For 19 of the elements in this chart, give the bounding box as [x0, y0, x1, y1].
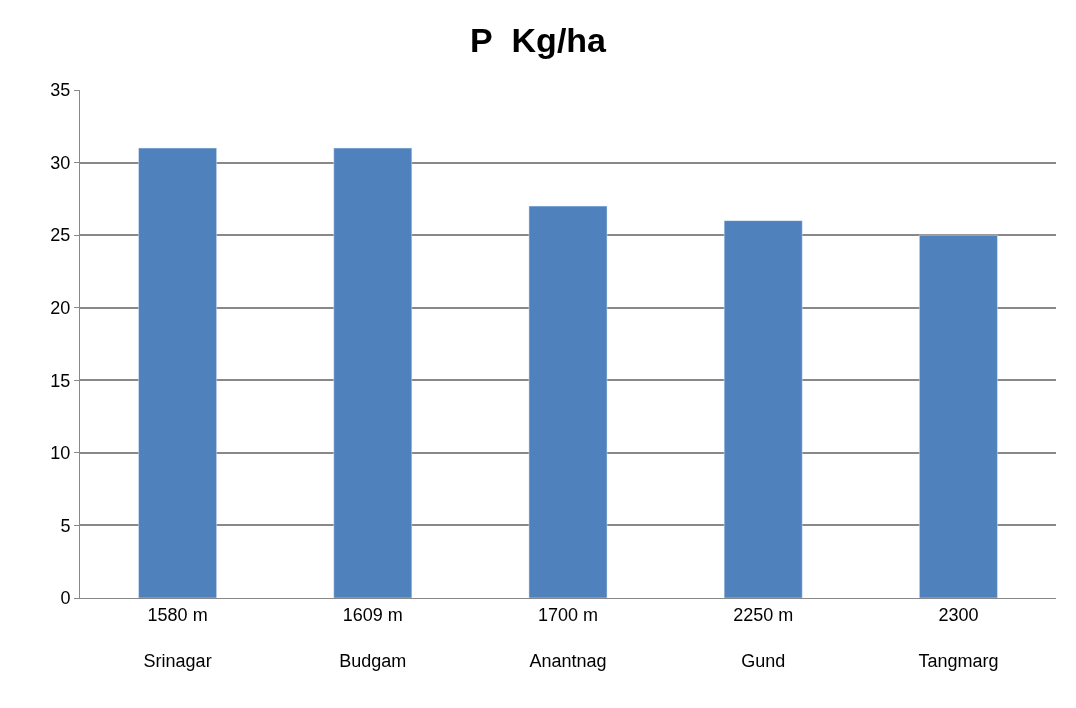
category-label: 1609 m Budgam — [339, 604, 407, 672]
y-tick-label: 0 — [60, 588, 71, 609]
bar — [138, 147, 217, 598]
category-label: 2300 Tangmarg — [918, 604, 999, 672]
bar — [723, 220, 803, 598]
bar — [333, 147, 413, 598]
y-tick-label: 30 — [50, 152, 71, 173]
category-label: 1700 m Anantnag — [529, 604, 607, 672]
y-tick-label: 35 — [50, 80, 71, 101]
y-tick-label: 10 — [50, 443, 71, 464]
bar — [919, 234, 998, 598]
y-tick-label: 15 — [50, 370, 71, 391]
bar — [528, 205, 608, 598]
y-tick-label: 20 — [50, 298, 71, 319]
category-label: 1580 m Srinagar — [143, 604, 212, 672]
chart-title: P Kg/ha — [469, 21, 608, 60]
category-label: 2250 m Gund — [733, 604, 794, 672]
y-tick-label: 25 — [50, 225, 71, 246]
y-tick-label: 5 — [60, 515, 71, 536]
